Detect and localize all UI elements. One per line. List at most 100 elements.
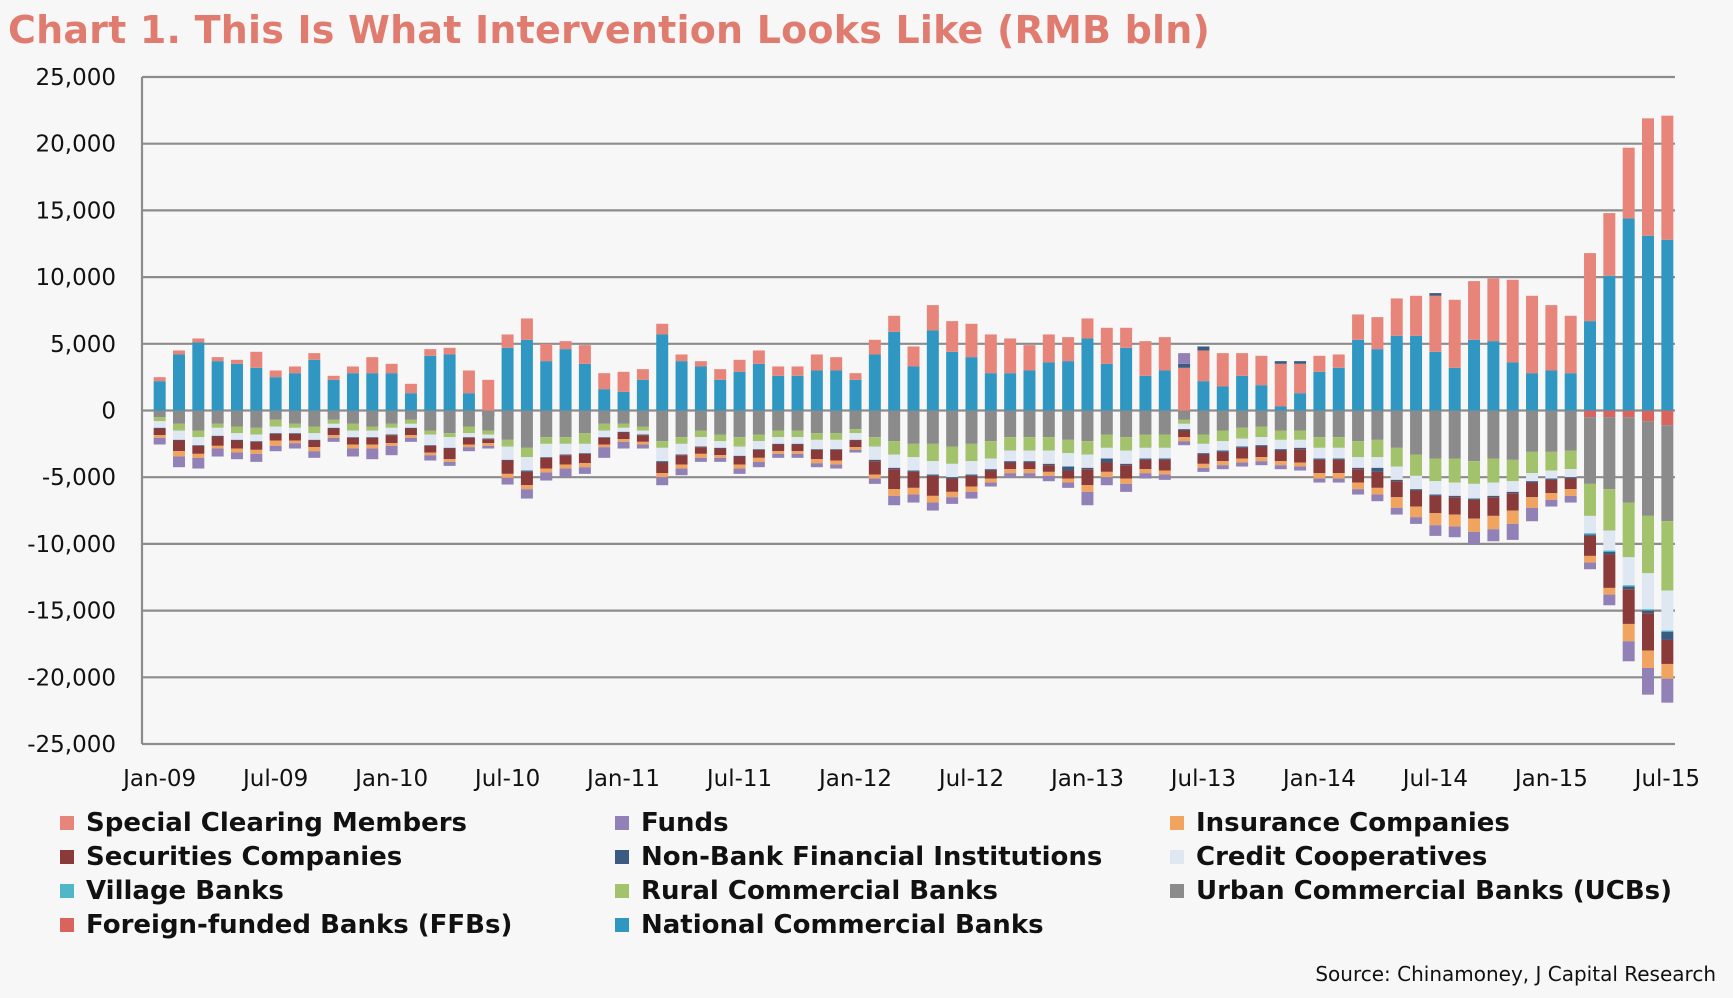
bar-segment xyxy=(1603,550,1616,552)
bar-segment xyxy=(1487,482,1500,496)
bar-segment xyxy=(868,339,881,355)
bar-segment xyxy=(366,448,379,460)
bar-segment xyxy=(327,410,340,420)
bar-segment xyxy=(1526,507,1539,522)
bar-segment xyxy=(888,441,901,455)
bar-segment xyxy=(1429,458,1442,482)
bar-segment xyxy=(173,350,185,355)
bar-segment xyxy=(482,430,495,435)
bar-segment xyxy=(1584,562,1597,570)
bar-segment xyxy=(675,468,688,476)
bar-segment xyxy=(153,437,166,445)
bar-segment xyxy=(1197,467,1210,472)
bar-segment xyxy=(1313,355,1326,372)
bar-segment xyxy=(211,427,224,436)
bar-segment xyxy=(1274,361,1287,364)
bar-segment xyxy=(965,410,978,444)
bar-segment xyxy=(888,454,901,468)
bar-segment xyxy=(1545,410,1558,452)
bar-segment xyxy=(636,434,649,436)
bar-segment xyxy=(636,444,649,449)
bar-segment xyxy=(1100,327,1113,364)
bar-segment xyxy=(424,445,437,446)
bar-segment xyxy=(1661,639,1674,664)
bar-segment xyxy=(1197,434,1210,444)
bar-segment xyxy=(153,421,166,428)
bar-segment xyxy=(1100,410,1113,435)
bar-segment xyxy=(1023,410,1036,438)
bar-segment xyxy=(559,341,572,350)
y-tick-label: 20,000 xyxy=(36,132,116,158)
bar-segment xyxy=(501,446,514,460)
bar-segment xyxy=(1487,515,1500,530)
bar-segment xyxy=(1178,363,1191,368)
bar-segment xyxy=(1139,375,1152,411)
bar-segment xyxy=(559,349,572,411)
bar-segment xyxy=(230,359,243,364)
bar-segment xyxy=(1410,295,1423,336)
bar-segment xyxy=(1158,410,1171,435)
bar-segment xyxy=(366,437,379,438)
bar-segment xyxy=(462,410,475,427)
bar-segment xyxy=(1487,278,1500,342)
bar-segment xyxy=(1410,489,1423,491)
bar-segment xyxy=(443,354,456,411)
bar-segment xyxy=(1158,434,1171,448)
bar-segment xyxy=(1023,462,1036,470)
bar-segment xyxy=(694,437,707,447)
bar-segment xyxy=(636,369,649,380)
bar-segment xyxy=(1448,497,1461,515)
bar-segment xyxy=(404,437,417,442)
bar-segment xyxy=(1352,457,1365,468)
bar-segment xyxy=(965,491,978,499)
bar-segment xyxy=(1004,437,1017,451)
bar-segment xyxy=(501,459,514,461)
bar-segment xyxy=(733,456,746,465)
bar-segment xyxy=(830,433,843,440)
bar-segment xyxy=(501,477,514,485)
bar-segment xyxy=(1062,337,1075,362)
bar-segment xyxy=(443,461,456,466)
bar-segment xyxy=(1178,430,1191,438)
bar-segment xyxy=(385,427,398,435)
legend-label: Insurance Companies xyxy=(1196,808,1510,838)
bar-segment xyxy=(1410,475,1423,490)
bar-segment xyxy=(1429,293,1442,296)
legend-item: Rural Commercial Banks xyxy=(615,876,1170,906)
bar-segment xyxy=(907,346,920,367)
bar-segment xyxy=(250,367,263,411)
bar-segment xyxy=(1429,513,1442,526)
bar-segment xyxy=(230,410,243,427)
bar-segment xyxy=(385,373,398,411)
bar-segment xyxy=(1429,525,1442,536)
bar-segment xyxy=(1139,469,1152,474)
bar-segment xyxy=(752,410,765,435)
bar-segment xyxy=(462,447,475,452)
bar-segment xyxy=(559,464,572,469)
y-tick-label: -25,000 xyxy=(27,732,116,758)
bar-segment xyxy=(733,464,746,469)
bar-segment xyxy=(269,440,282,446)
bar-segment xyxy=(868,437,881,447)
bar-segment xyxy=(752,441,765,450)
bar-segment xyxy=(250,434,263,442)
bar-segment xyxy=(1661,678,1674,703)
bar-segment xyxy=(907,410,920,444)
bar-segment xyxy=(926,502,939,511)
x-tick-label: Jan-14 xyxy=(1281,766,1356,792)
bar-segment xyxy=(1294,439,1307,448)
bar-segment xyxy=(1526,481,1539,483)
bar-segment xyxy=(984,334,997,374)
bar-segment xyxy=(1371,317,1384,350)
bar-segment xyxy=(617,432,630,440)
bar-segment xyxy=(810,449,823,450)
bar-segment xyxy=(675,437,688,444)
bar-segment xyxy=(366,357,379,374)
bar-segment xyxy=(1139,341,1152,376)
legend-label: Credit Cooperatives xyxy=(1196,842,1488,872)
bar-segment xyxy=(1622,417,1635,503)
bar-segment xyxy=(733,455,746,457)
bar-segment xyxy=(926,461,939,475)
bar-segment xyxy=(1506,493,1519,511)
bar-segment xyxy=(1545,370,1558,411)
